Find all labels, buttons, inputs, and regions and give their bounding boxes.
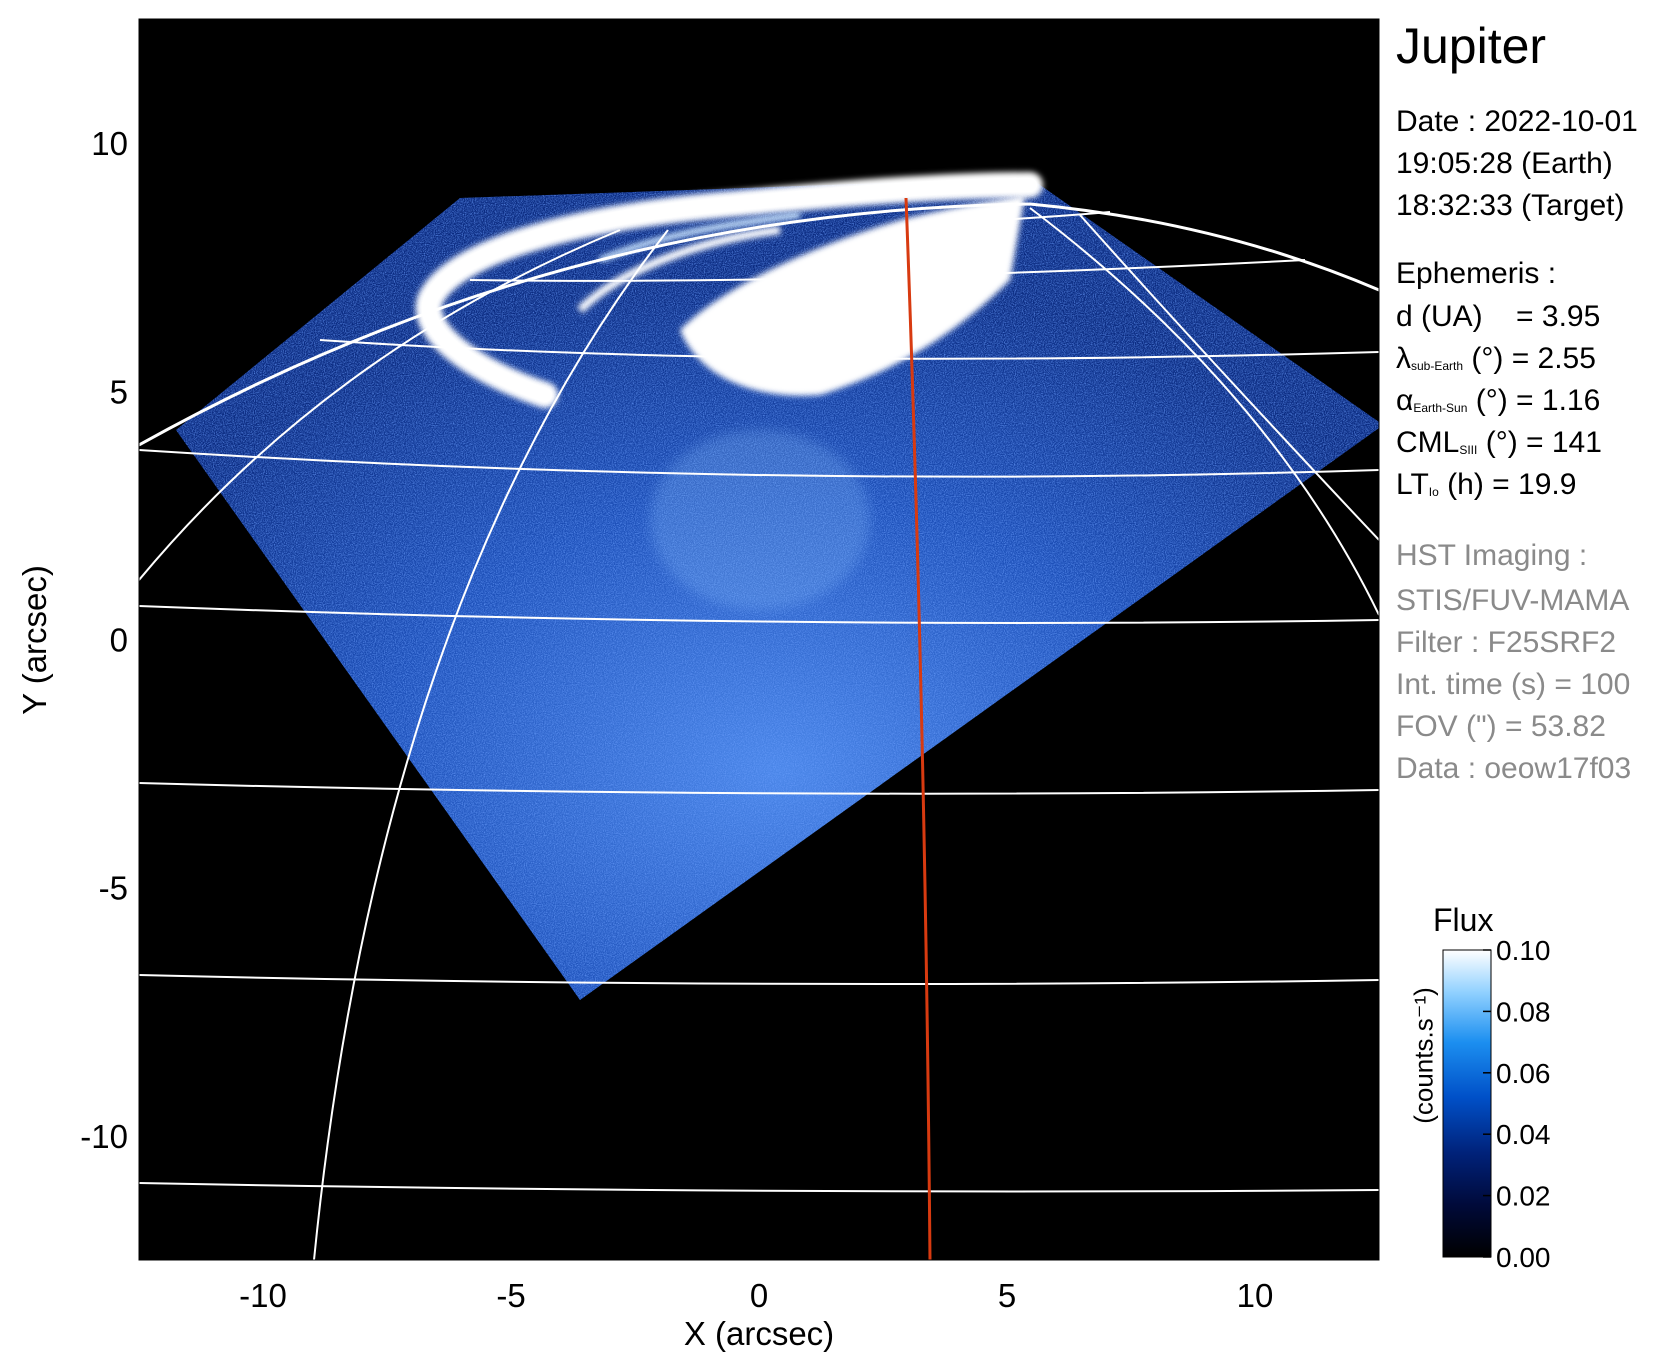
cml-value: (°) = 141 bbox=[1485, 426, 1602, 459]
colorbar-tick-label: 0.02 bbox=[1496, 1181, 1551, 1212]
longitude-grid bbox=[139, 207, 1379, 1260]
integration-time: Int. time (s) = 100 bbox=[1396, 668, 1631, 701]
lambda-symbol: λ bbox=[1396, 342, 1411, 375]
x-axis: -10 -5 0 5 10 bbox=[239, 1248, 1273, 1314]
y-axis-label: Y (arcsec) bbox=[16, 565, 53, 715]
sub-earth-latitude-row: λsub-Earth (°) = 2.55 bbox=[1396, 338, 1596, 387]
cml-subscript: SIII bbox=[1459, 443, 1478, 457]
filter: Filter : F25SRF2 bbox=[1396, 626, 1617, 659]
ephemeris-header: Ephemeris : bbox=[1396, 257, 1557, 290]
colorbar-tick-label: 0.04 bbox=[1496, 1119, 1551, 1150]
colorbar-tick-label: 0.00 bbox=[1496, 1242, 1551, 1273]
alpha-symbol: α bbox=[1396, 384, 1414, 417]
y-tick-label: 5 bbox=[110, 373, 128, 410]
y-tick-label: 0 bbox=[110, 622, 128, 659]
lt-subscript: Io bbox=[1428, 485, 1439, 499]
x-tick-label: -5 bbox=[496, 1277, 525, 1314]
field-of-view: FOV (") = 53.82 bbox=[1396, 710, 1606, 743]
instrument: STIS/FUV-MAMA bbox=[1396, 584, 1630, 617]
y-tick-label: 10 bbox=[91, 125, 128, 162]
target-time: 18:32:33 (Target) bbox=[1396, 189, 1625, 222]
distance-label: d (UA) bbox=[1396, 300, 1483, 333]
planet-limb bbox=[139, 202, 1379, 447]
observation-date: Date : 2022-10-01 bbox=[1396, 105, 1638, 138]
y-axis: 10 5 0 -5 -10 bbox=[80, 125, 151, 1155]
phase-angle-row: αEarth-Sun (°) = 1.16 bbox=[1396, 380, 1600, 429]
hst-imaging-header: HST Imaging : bbox=[1396, 539, 1588, 572]
central-meridian bbox=[904, 197, 932, 1260]
x-axis-label: X (arcsec) bbox=[684, 1315, 834, 1352]
x-tick-label: 5 bbox=[998, 1277, 1016, 1314]
x-tick-label: 0 bbox=[750, 1277, 768, 1314]
x-tick-label: 10 bbox=[1237, 1277, 1274, 1314]
colorbar-tick-label: 0.08 bbox=[1496, 996, 1551, 1027]
data-id: Data : oeow17f03 bbox=[1396, 752, 1632, 785]
distance-row: d (UA) = 3.95 bbox=[1396, 296, 1600, 338]
colorbar-tick-label: 0.10 bbox=[1496, 935, 1551, 966]
alpha-subscript: Earth-Sun bbox=[1413, 401, 1468, 415]
colorbar-tick-label: 0.06 bbox=[1496, 1058, 1551, 1089]
plot-title: Jupiter bbox=[1396, 18, 1547, 74]
cml-symbol: CML bbox=[1396, 426, 1460, 459]
colorbar-title: Flux bbox=[1433, 902, 1494, 938]
io-local-time-value: (h) = 19.9 bbox=[1447, 468, 1577, 501]
colorbar-unit: (counts.s⁻¹) bbox=[1408, 987, 1439, 1124]
lt-symbol: LT bbox=[1396, 468, 1429, 501]
io-local-time-row: LTIo (h) = 19.9 bbox=[1396, 464, 1576, 513]
sub-earth-latitude-value: (°) = 2.55 bbox=[1471, 342, 1596, 375]
phase-angle-value: (°) = 1.16 bbox=[1475, 384, 1601, 417]
colorbar bbox=[1442, 949, 1492, 1258]
x-tick-label: -10 bbox=[239, 1277, 287, 1314]
colorbar-ticks: 0.10 0.08 0.06 0.04 0.02 0.00 bbox=[1483, 935, 1551, 1273]
distance-value: = 3.95 bbox=[1516, 300, 1601, 333]
earth-time: 19:05:28 (Earth) bbox=[1396, 147, 1613, 180]
lambda-subscript: sub-Earth bbox=[1411, 359, 1464, 373]
y-tick-label: -5 bbox=[99, 870, 128, 907]
cml-row: CMLSIII (°) = 141 bbox=[1396, 422, 1602, 471]
y-tick-label: -10 bbox=[80, 1118, 128, 1155]
